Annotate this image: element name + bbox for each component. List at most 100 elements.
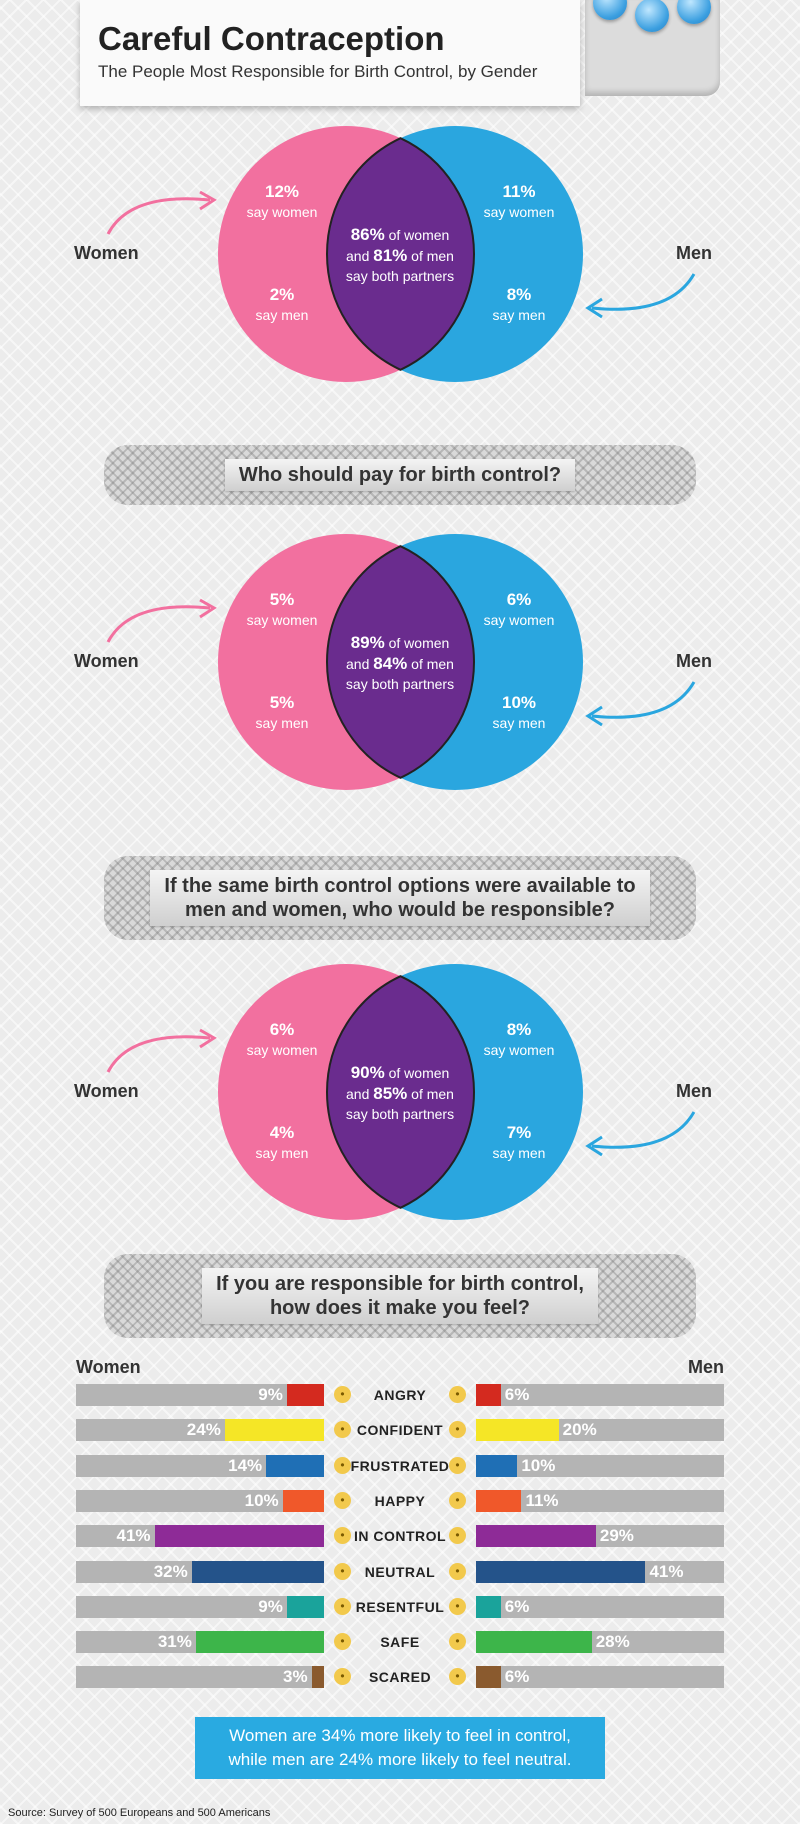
men-bar [476, 1489, 522, 1512]
women-say-men-value: 5% [270, 693, 295, 712]
scared-face-icon: • [449, 1668, 466, 1686]
question-label: If you are responsible for birth control… [202, 1268, 598, 1324]
say-women-label: say women [247, 1042, 318, 1058]
women-bar-track [76, 1489, 324, 1512]
women-bar [311, 1666, 324, 1689]
men-both-value: 81% [373, 246, 407, 265]
women-arrow-icon [106, 605, 211, 643]
feeling-row-confident: 24% 20% • • CONFIDENT [76, 1419, 724, 1442]
question-banner-pay: Who should pay for birth control? [104, 445, 696, 505]
angry-face-icon: • [449, 1386, 466, 1403]
venn-svg: Women Men 5% say women 5% say men 6% say women 1… [74, 534, 712, 790]
men-bar [476, 1454, 518, 1477]
venn-svg: Women Men 12% say women 2% say men 11% say wome… [74, 126, 712, 382]
say-men-label: say men [256, 307, 309, 323]
men-value-label: 6% [504, 1667, 530, 1687]
women-bar [282, 1489, 324, 1512]
women-value-label: 9% [258, 1385, 283, 1404]
men-arrow-icon [591, 273, 696, 311]
neutral-face-icon: • [449, 1562, 466, 1580]
women-both-line: 90% of women [351, 1063, 450, 1082]
of-men-label: of men [407, 1086, 454, 1102]
women-value-label: 24% [186, 1420, 221, 1440]
men-say-women-value: 8% [507, 1020, 532, 1039]
resentful-face-icon: • [334, 1597, 351, 1615]
women-column-label: Women [76, 1357, 141, 1377]
footer-note: Women are 34% more likely to feel in con… [195, 1717, 605, 1779]
men-column-label: Men [688, 1357, 724, 1377]
pill-icon [593, 0, 627, 20]
women-say-women-value: 6% [270, 1020, 295, 1039]
women-bar [154, 1525, 324, 1548]
women-both-value: 90% [351, 1063, 385, 1082]
happy-face-icon: • [334, 1491, 351, 1509]
women-both-value: 86% [351, 225, 385, 244]
smile-face-icon: • [334, 1633, 351, 1651]
men-both-line: and 85% of men [346, 1084, 454, 1103]
both-overlap [326, 975, 475, 1209]
men-say-men-value: 10% [502, 693, 536, 712]
feeling-row-happy: 10% 11% • • HAPPY [76, 1489, 724, 1512]
women-bar [195, 1631, 324, 1654]
women-bar-track [76, 1666, 324, 1689]
men-bar [476, 1560, 646, 1583]
feeling-label: SCARED [368, 1669, 432, 1686]
men-bar [476, 1631, 592, 1654]
women-arrowhead-icon [199, 1028, 217, 1049]
feeling-row-angry: 9% 6% • • ANGRY [76, 1384, 724, 1406]
resentful-face-icon: • [449, 1597, 466, 1615]
of-women-label: of women [385, 1065, 450, 1081]
men-value-label: 28% [595, 1632, 630, 1652]
say-both-label: say both partners [346, 268, 454, 284]
feeling-label: CONFIDENT [356, 1422, 444, 1439]
women-arrowhead-icon [199, 598, 217, 619]
men-side-label: Men [676, 243, 712, 263]
and-label: and [346, 248, 373, 264]
page-title: Careful Contraception [98, 20, 445, 57]
men-value-label: 10% [521, 1455, 556, 1475]
men-arrow-icon [591, 1111, 696, 1149]
men-say-men-value: 8% [507, 285, 532, 304]
feeling-label: NEUTRAL [364, 1563, 436, 1580]
question-banner-options: If the same birth control options were a… [104, 856, 696, 940]
men-arrowhead-icon [585, 705, 603, 727]
feeling-label: ANGRY [373, 1387, 427, 1403]
women-value-label: 3% [283, 1667, 308, 1687]
feeling-row-resentful: 9% 6% • • RESENTFUL [76, 1595, 724, 1618]
women-say-women-value: 12% [265, 182, 299, 201]
pill-icon [635, 0, 669, 32]
women-bar [286, 1595, 324, 1618]
men-bar-track [476, 1454, 724, 1477]
say-men-label: say men [493, 307, 546, 323]
men-say-women-value: 11% [502, 182, 535, 201]
frustrated-face-icon: • [334, 1456, 351, 1474]
women-bar [191, 1560, 324, 1583]
sunglasses-face-icon: • [334, 1421, 351, 1439]
page-subtitle: The People Most Responsible for Birth Co… [98, 62, 538, 81]
women-value-label: 9% [258, 1596, 283, 1616]
say-men-label: say men [256, 715, 309, 731]
header-card: Careful Contraception The People Most Re… [80, 0, 580, 106]
of-men-label: of men [407, 248, 454, 264]
women-say-men-value: 2% [270, 285, 295, 304]
men-both-value: 85% [373, 1084, 407, 1103]
feeling-label: RESENTFUL [355, 1598, 445, 1615]
question-banner-feel: If you are responsible for birth control… [104, 1254, 696, 1338]
women-arrow-icon [106, 1035, 211, 1073]
men-bar [476, 1666, 501, 1689]
women-both-value: 89% [351, 633, 385, 652]
smile-face-icon: • [449, 1633, 466, 1651]
women-side-label: Women [74, 243, 139, 263]
feeling-row-scared: 3% 6% • • SCARED [76, 1666, 724, 1689]
source-note: Source: Survey of 500 Europeans and 500 … [8, 1807, 271, 1819]
say-women-label: say women [484, 204, 555, 220]
women-value-label: 32% [153, 1561, 188, 1581]
pill-pack-icon [585, 0, 720, 96]
question-label: If the same birth control options were a… [150, 870, 650, 926]
men-bar [476, 1525, 596, 1548]
men-value-label: 41% [649, 1561, 684, 1581]
women-value-label: 10% [244, 1490, 279, 1510]
thumbs-up-icon: • [449, 1527, 466, 1545]
men-bar-track [476, 1489, 724, 1512]
men-side-label: Men [676, 651, 712, 671]
